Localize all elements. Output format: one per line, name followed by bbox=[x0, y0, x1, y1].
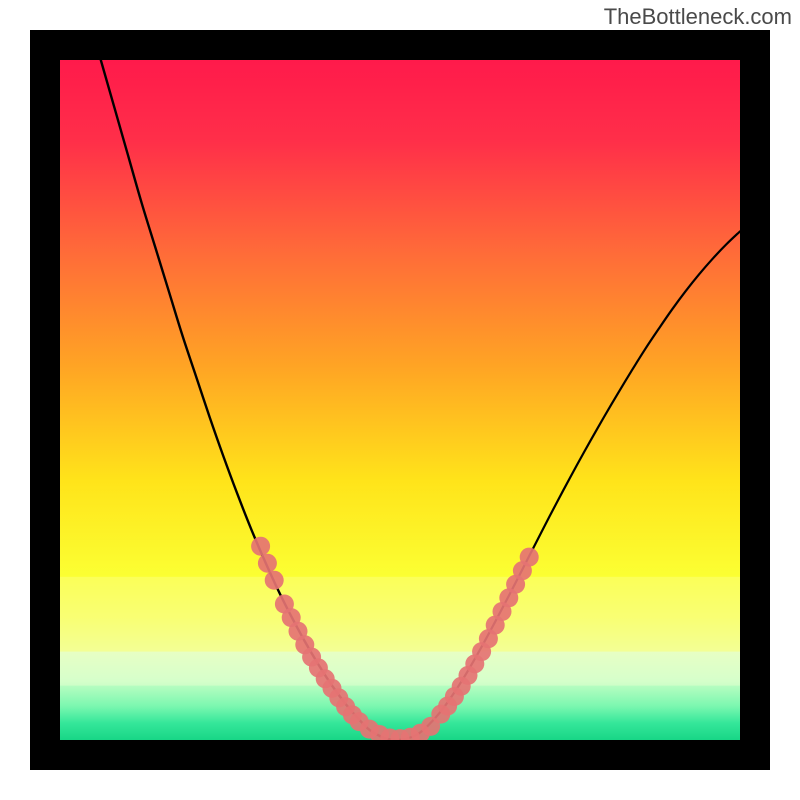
marker-left_cluster-0 bbox=[251, 537, 270, 556]
chart-stage: TheBottleneck.com bbox=[0, 0, 800, 800]
overlay-band-0 bbox=[60, 577, 740, 652]
watermark-text: TheBottleneck.com bbox=[604, 4, 792, 30]
marker-right_cluster-13 bbox=[520, 548, 539, 567]
marker-left_cluster-2 bbox=[265, 571, 284, 590]
overlay-band-1 bbox=[60, 652, 740, 686]
marker-left_cluster-1 bbox=[258, 554, 277, 573]
chart-svg bbox=[0, 0, 800, 800]
